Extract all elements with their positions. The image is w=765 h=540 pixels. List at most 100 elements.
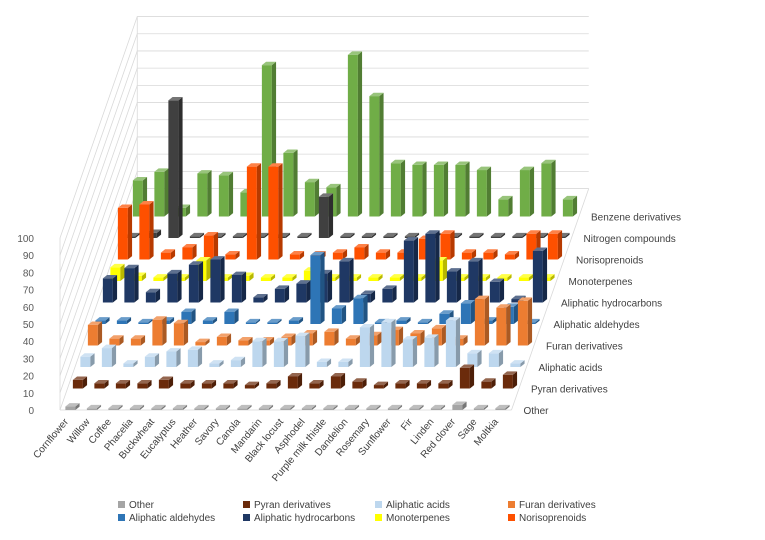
bar: [280, 404, 295, 410]
bar: [438, 379, 453, 389]
bar-front: [424, 337, 435, 367]
bar-top: [216, 333, 232, 337]
bar-front: [289, 254, 300, 260]
bar-side: [391, 318, 396, 367]
y-tick-label: 100: [17, 234, 34, 245]
bar: [180, 379, 195, 389]
bar-front: [115, 383, 126, 389]
bar-front: [65, 406, 76, 410]
bar-top: [352, 378, 367, 382]
bar: [425, 230, 440, 303]
bar-top: [361, 232, 377, 237]
bar-front: [297, 236, 308, 238]
bar: [117, 204, 133, 260]
bar-front: [483, 252, 494, 260]
bar-side: [440, 404, 446, 410]
bar-top: [326, 183, 341, 188]
bar-front: [201, 383, 212, 389]
bar-side: [397, 404, 403, 410]
bar-front: [172, 408, 183, 410]
bar-side: [422, 161, 427, 217]
bar-front: [274, 288, 285, 303]
bar-side: [421, 274, 426, 281]
bar-side: [111, 344, 117, 367]
bar-front: [252, 341, 263, 367]
bar: [152, 316, 167, 346]
bar-top: [138, 318, 153, 323]
bar-side: [505, 404, 510, 410]
bar-top: [80, 353, 95, 357]
legend-label: Norisoprenoids: [519, 513, 586, 524]
legend-item: Pyran derivatives: [243, 500, 331, 511]
bar-side: [508, 195, 513, 217]
bar-top: [109, 335, 124, 339]
bar-front: [231, 274, 242, 303]
bar: [504, 250, 520, 260]
bar: [86, 404, 102, 410]
bar-side: [126, 317, 132, 324]
bar-front: [324, 331, 335, 346]
bar-front: [230, 360, 241, 367]
bar-top: [87, 321, 103, 325]
bar-front: [123, 363, 134, 367]
bar-top: [238, 336, 253, 341]
bar-front: [498, 199, 509, 217]
bar-side: [293, 149, 298, 217]
bar-top: [210, 256, 225, 260]
bar-front: [474, 299, 485, 346]
bar: [123, 360, 138, 367]
bar: [154, 168, 169, 217]
legend-item: Furan derivatives: [508, 500, 596, 511]
bar-top: [469, 232, 484, 237]
bar-top: [368, 274, 383, 278]
bar-side: [299, 250, 305, 260]
bar-front: [402, 339, 413, 367]
bar-top: [338, 358, 353, 362]
series-axis-label: Furan derivatives: [546, 342, 623, 353]
bar-front: [396, 320, 407, 324]
bar-side: [118, 404, 123, 410]
bar-side: [513, 303, 519, 324]
bar-front: [246, 166, 257, 260]
bars: [65, 51, 578, 410]
bar-side: [306, 280, 311, 303]
bar-top: [389, 274, 405, 278]
bar-front: [489, 281, 500, 303]
bar-front: [409, 408, 420, 410]
legend-swatch: [243, 501, 250, 508]
bar: [396, 317, 411, 324]
series-axis-label: Other: [524, 406, 550, 417]
bar-top: [489, 278, 505, 282]
bar-front: [253, 297, 264, 303]
bar-top: [310, 251, 325, 256]
bar-side: [168, 376, 174, 389]
bar-front: [476, 170, 487, 217]
bar-side: [456, 268, 462, 303]
bar: [468, 257, 483, 303]
bar: [138, 318, 153, 324]
bar: [403, 237, 419, 303]
bar-front: [260, 277, 271, 281]
bar-front: [340, 236, 351, 238]
bar-side: [248, 336, 253, 346]
bar-top: [416, 379, 432, 384]
bar-side: [149, 201, 154, 260]
bar: [368, 274, 383, 281]
bar-top: [289, 250, 305, 255]
bar: [230, 356, 246, 367]
bar-top: [403, 237, 419, 241]
bar-top: [152, 316, 167, 320]
bar-side: [498, 349, 504, 367]
y-tick-label: 90: [23, 251, 35, 262]
bar-top: [295, 332, 310, 337]
bar: [166, 348, 181, 367]
bar-side: [392, 285, 397, 303]
bar-top: [547, 230, 563, 234]
bar: [72, 376, 88, 389]
bar-front: [416, 383, 427, 389]
bar: [297, 232, 312, 238]
bar-side: [363, 294, 368, 324]
bar-top: [268, 163, 283, 167]
bar-front: [344, 408, 355, 410]
bar-top: [182, 244, 197, 248]
